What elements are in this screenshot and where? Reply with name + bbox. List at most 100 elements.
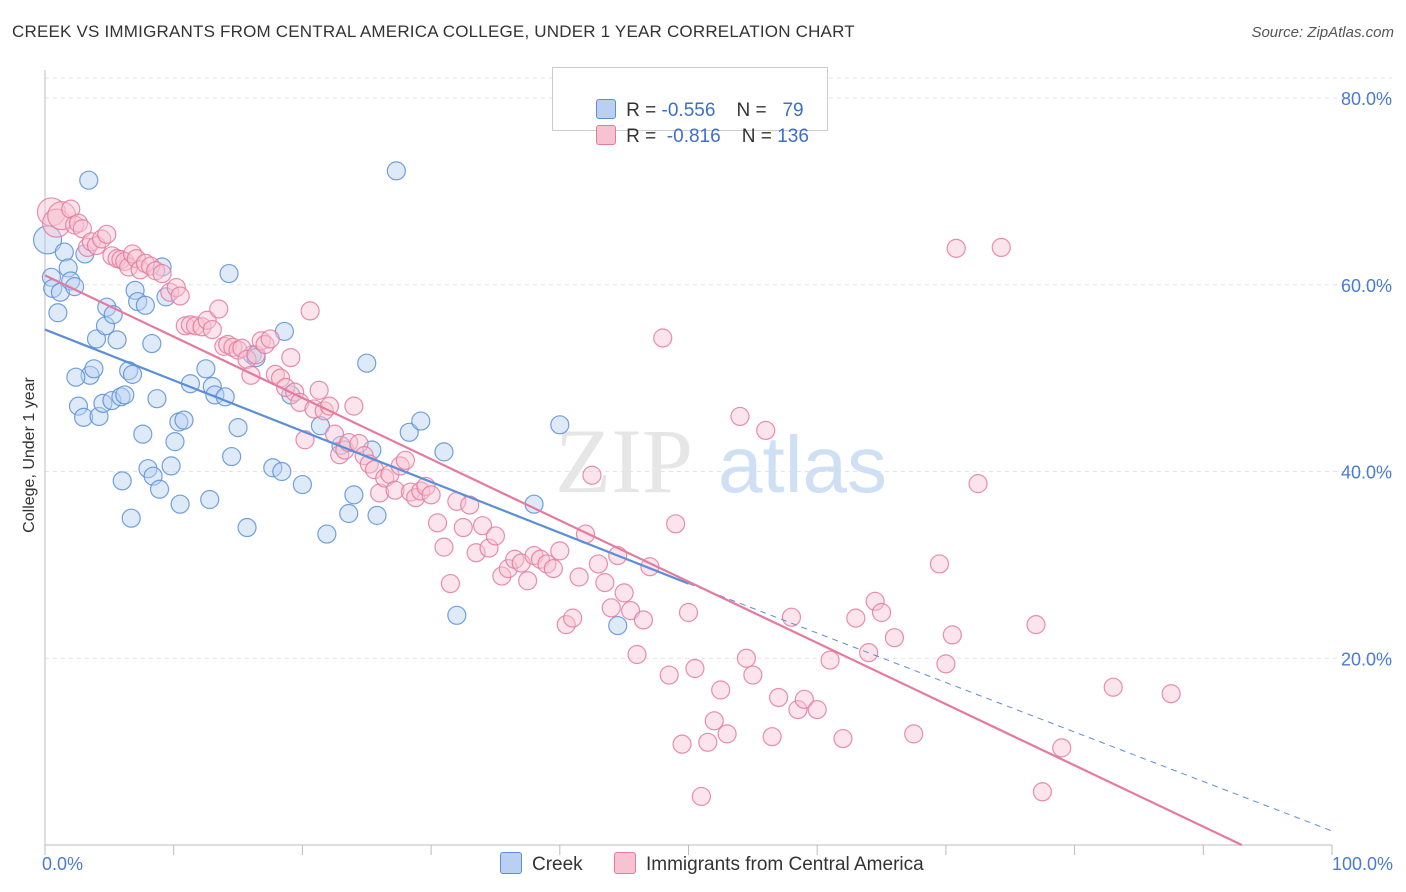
central-america-point	[582, 465, 602, 485]
creek-swatch	[596, 99, 617, 119]
y-tick-label: 60.0%	[1341, 276, 1392, 296]
central-america-point	[550, 541, 570, 561]
central-america-point	[295, 430, 315, 450]
series-legend-central-america: Immigrants from Central America	[614, 852, 924, 876]
central-america-point	[569, 567, 589, 587]
creek-point	[339, 503, 359, 524]
central-america-point	[170, 286, 190, 306]
central-america-point	[434, 537, 454, 557]
central-america-point	[936, 654, 956, 674]
creek-point	[135, 295, 155, 315]
central-america-point	[698, 732, 718, 752]
central-america-point	[672, 734, 692, 754]
central-america-point	[1161, 684, 1181, 704]
central-america-legend-swatch	[614, 852, 636, 874]
creek-point	[149, 479, 170, 499]
creek-point	[344, 485, 364, 505]
creek-point	[122, 364, 143, 384]
central-america-point	[319, 396, 340, 416]
central-america-point	[717, 724, 737, 744]
n-label: N =	[741, 126, 772, 147]
central-america-point	[466, 543, 486, 563]
central-america-point	[152, 263, 172, 284]
central-america-point	[666, 514, 686, 534]
central-america-point	[743, 665, 763, 685]
creek-point	[142, 333, 162, 354]
creek-point	[200, 489, 220, 510]
central-america-point	[281, 347, 301, 368]
central-america-point	[440, 573, 461, 594]
creek-point	[367, 505, 387, 525]
creek-points	[32, 161, 628, 636]
central-america-point	[833, 728, 853, 749]
central-america-point	[1026, 615, 1046, 635]
central-america-point	[991, 237, 1011, 258]
central-america-point	[685, 658, 705, 679]
creek-point	[272, 461, 292, 482]
creek-legend-swatch	[500, 852, 522, 874]
central-america-point	[300, 301, 320, 321]
central-america-point	[730, 406, 750, 427]
central-america-point	[518, 571, 538, 591]
x-tick-label-min: 0.0%	[42, 854, 83, 874]
central-america-point	[588, 554, 609, 574]
watermark-atlas: atlas	[718, 420, 887, 509]
creek-r-value: -0.556	[661, 100, 716, 121]
creek-point	[112, 471, 132, 491]
y-tick-label: 20.0%	[1341, 649, 1392, 669]
central-america-point	[820, 650, 840, 670]
central-america-point	[472, 516, 493, 536]
central-america-point	[704, 711, 724, 731]
creek-point	[68, 396, 89, 416]
r-label: R =	[626, 100, 657, 121]
central-america-point	[218, 334, 238, 355]
creek-point	[317, 524, 337, 544]
creek-point	[550, 415, 570, 435]
central-america-point	[614, 583, 634, 603]
creek-point	[219, 263, 239, 284]
trend-lines	[44, 274, 1333, 846]
central-america-point	[601, 598, 621, 618]
central-america-r-value: -0.816	[666, 126, 721, 147]
central-america-point	[1032, 782, 1053, 802]
central-america-point	[135, 253, 155, 273]
central-america-point	[427, 513, 448, 533]
central-america-point	[485, 526, 506, 546]
watermark: ZIP atlas	[555, 410, 887, 512]
central-america-point	[788, 700, 808, 720]
central-america-point	[711, 680, 731, 700]
correlation-legend: R = -0.556 N = 79 R = -0.816 N = 136	[552, 67, 828, 147]
creek-point	[48, 303, 68, 323]
y-tick-label: 40.0%	[1341, 463, 1392, 483]
creek-point	[310, 416, 331, 436]
central-america-point	[807, 700, 827, 720]
creek-point	[357, 353, 377, 373]
creek-point	[174, 410, 194, 430]
central-america-point	[237, 349, 257, 370]
central-america-point	[762, 727, 782, 747]
creek-point	[86, 329, 107, 349]
tick-labels: 20.0% 40.0% 60.0% 80.0% 0.0% 100.0%	[42, 89, 1393, 874]
creek-point	[54, 242, 74, 262]
central-america-point	[309, 380, 329, 400]
creek-point	[237, 517, 257, 538]
central-america-point	[421, 485, 441, 505]
creek-point	[125, 280, 145, 300]
creek-point	[165, 432, 185, 452]
creek-point	[292, 474, 312, 495]
central-america-point	[543, 559, 563, 579]
n-label: N =	[736, 100, 767, 121]
creek-point	[161, 456, 181, 476]
central-america-point	[197, 310, 217, 330]
y-tick-label: 80.0%	[1341, 89, 1392, 109]
r-label: R =	[626, 126, 657, 147]
creek-trend-line	[44, 328, 689, 585]
central-america-point	[768, 687, 789, 708]
creek-point	[84, 359, 104, 379]
central-america-point	[736, 648, 757, 668]
legend-row-creek: R = -0.556 N = 79	[575, 77, 804, 121]
central-america-point	[385, 480, 405, 500]
creek-point	[121, 508, 141, 528]
creek-point	[411, 411, 431, 431]
central-america-point	[904, 724, 924, 744]
